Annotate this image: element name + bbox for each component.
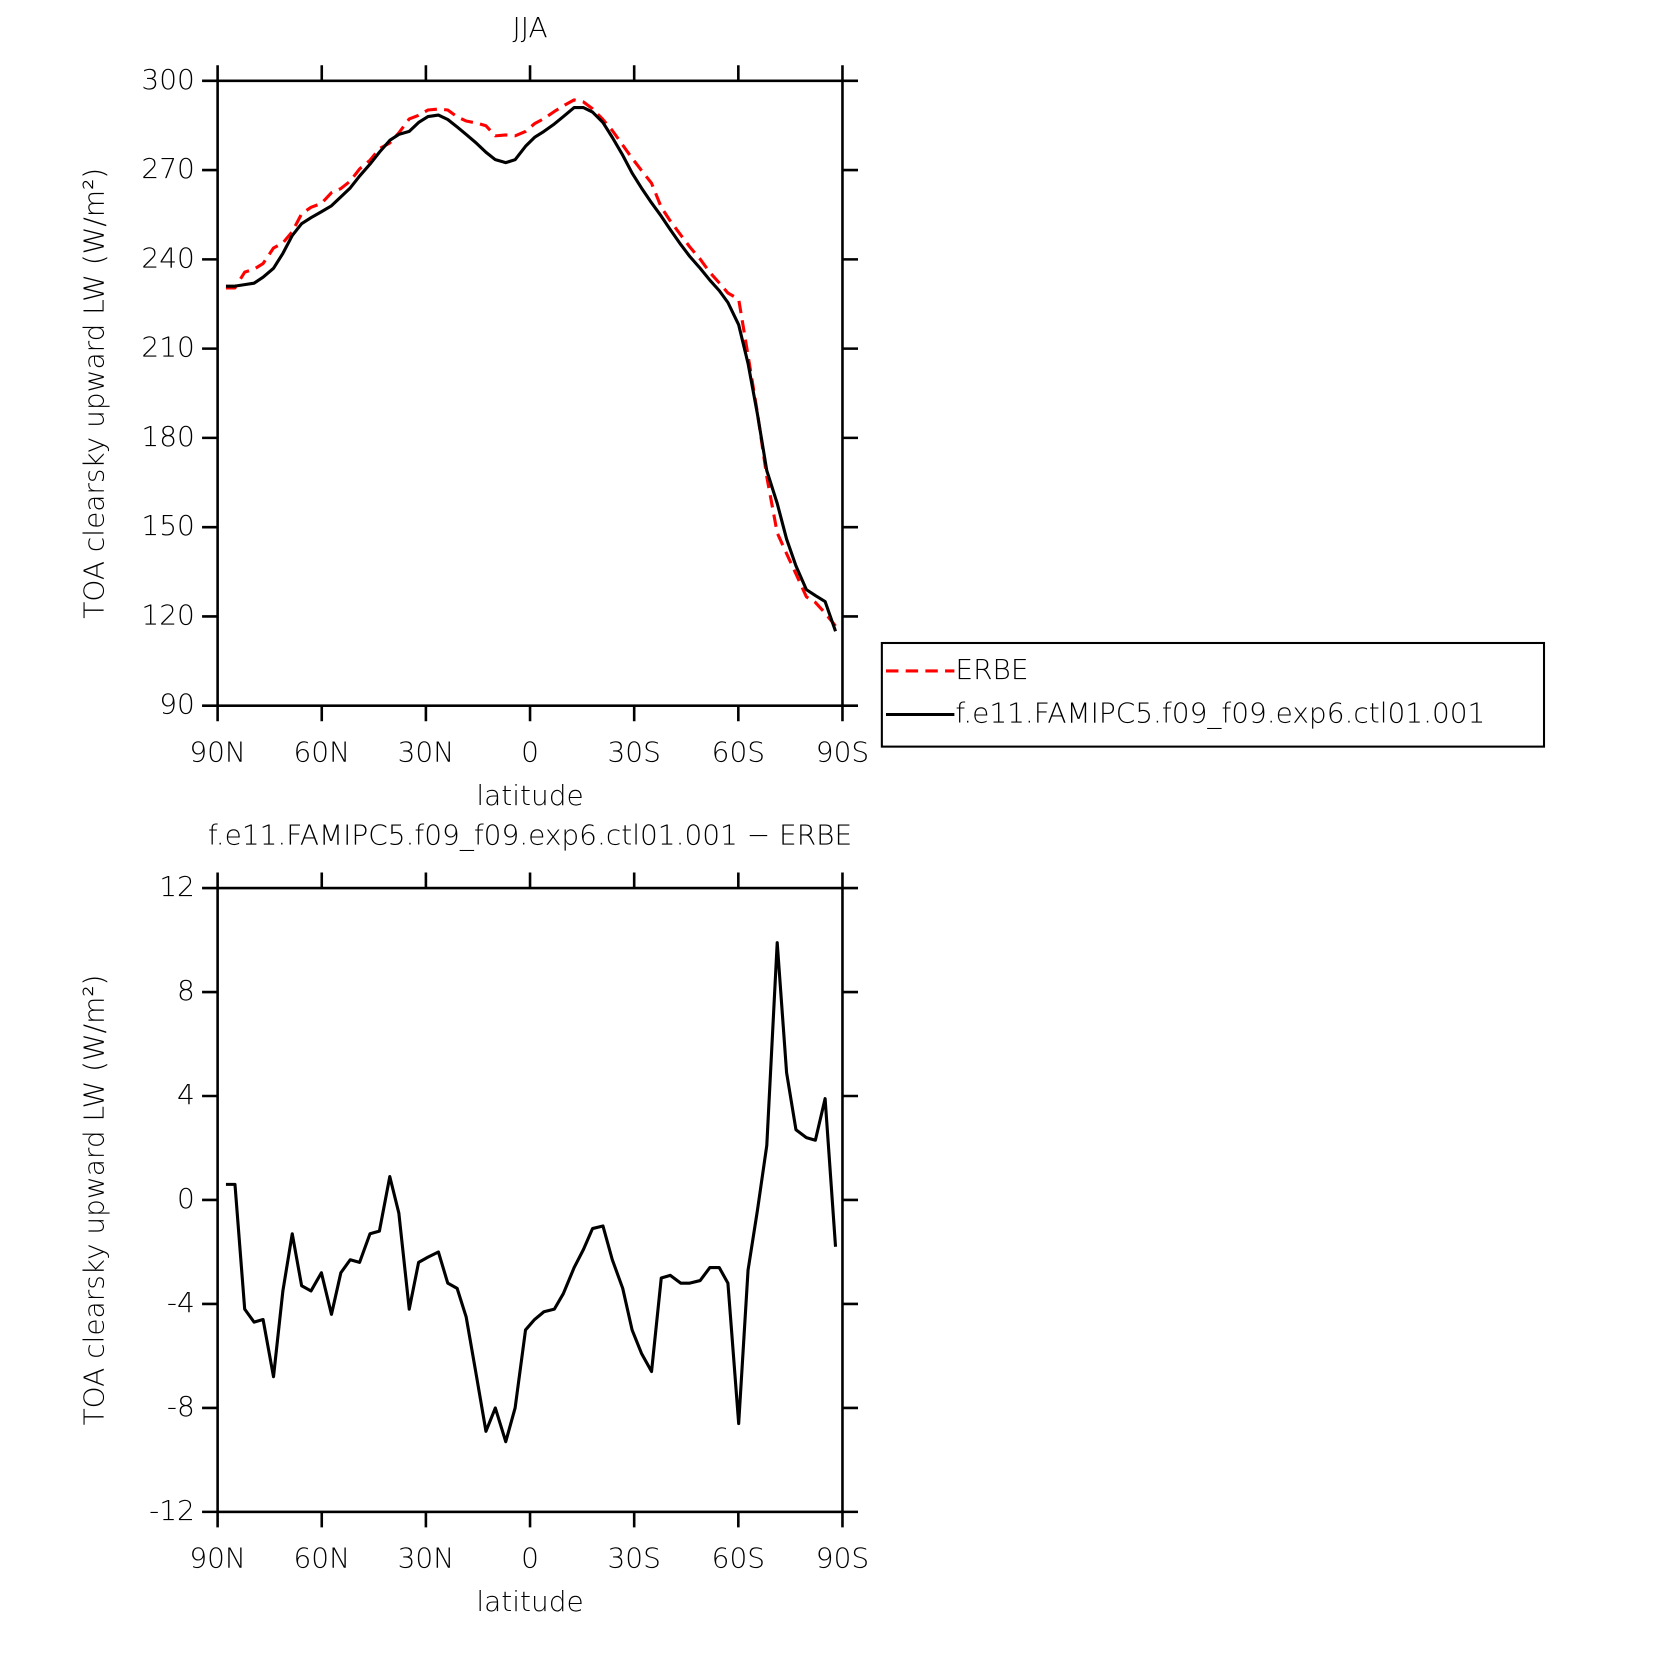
- chart-title: f.e11.FAMIPC5.f09_f09.exp6.ctl01.001 − E…: [208, 818, 852, 852]
- x-tick-label: 30N: [398, 1542, 455, 1575]
- y-tick-label: -4: [167, 1286, 195, 1319]
- x-tick-label: 60S: [712, 1542, 765, 1575]
- x-tick-label: 30N: [398, 735, 455, 768]
- x-tick-label: 30S: [608, 735, 661, 768]
- plot-frame: [216, 79, 844, 707]
- series-line: [225, 941, 838, 1444]
- x-tick-label: 0: [521, 1542, 539, 1575]
- x-tick-label: 0: [521, 735, 539, 768]
- x-tick-label: 60N: [293, 1542, 350, 1575]
- x-tick-label: 90N: [189, 1542, 246, 1575]
- x-tick-label: 90S: [816, 1542, 869, 1575]
- y-tick-label: -12: [149, 1494, 195, 1527]
- x-tick-label: 60N: [293, 735, 350, 768]
- y-tick-label: -8: [167, 1390, 195, 1423]
- y-axis-label: TOA clearsky upward LW (W/m²): [77, 975, 110, 1426]
- y-tick-label: 270: [141, 152, 194, 185]
- y-tick-label: 120: [141, 598, 194, 631]
- y-tick-label: 150: [141, 509, 194, 542]
- y-axis-label: TOA clearsky upward LW (W/m²): [77, 168, 110, 619]
- x-tick-label: 90S: [816, 735, 869, 768]
- series-line: [225, 106, 837, 632]
- legend-label: ERBE: [955, 653, 1028, 686]
- x-tick-label: 90N: [189, 735, 246, 768]
- x-axis-label: latitude: [476, 779, 583, 812]
- series-line: [225, 98, 837, 627]
- legend-box: [880, 641, 1546, 748]
- y-tick-label: 300: [141, 63, 194, 96]
- x-axis-label: latitude: [476, 1585, 583, 1618]
- y-tick-label: 8: [177, 974, 195, 1007]
- y-tick-label: 12: [159, 870, 195, 903]
- y-tick-label: 4: [177, 1078, 195, 1111]
- y-tick-label: 180: [141, 420, 194, 453]
- plot-frame: [216, 886, 844, 1514]
- y-tick-label: 90: [159, 688, 195, 721]
- y-tick-label: 240: [141, 241, 194, 274]
- y-tick-label: 0: [177, 1182, 195, 1215]
- chart-title: JJA: [512, 11, 547, 44]
- y-tick-label: 210: [141, 331, 194, 364]
- x-tick-label: 30S: [608, 1542, 661, 1575]
- legend-label: f.e11.FAMIPC5.f09_f09.exp6.ctl01.001: [955, 696, 1485, 730]
- x-tick-label: 60S: [712, 735, 765, 768]
